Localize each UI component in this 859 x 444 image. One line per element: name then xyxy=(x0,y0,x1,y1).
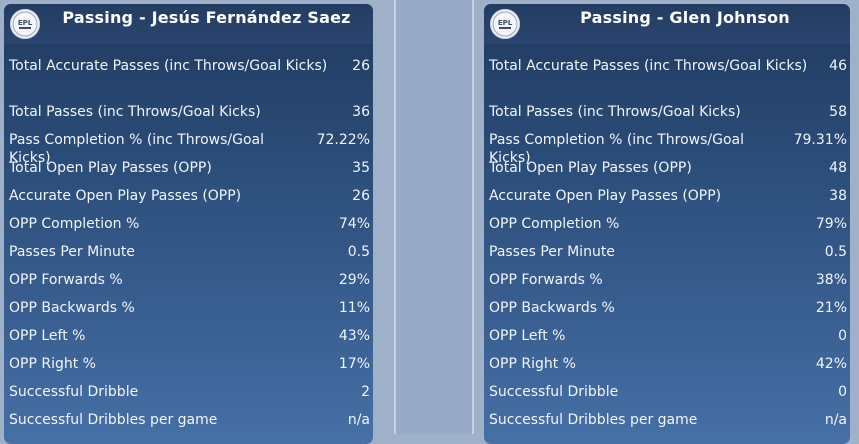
stat-label: Pass Completion % (inc Throws/Goal Kicks… xyxy=(489,132,744,166)
stat-value: 0 xyxy=(838,384,847,400)
stat-label: OPP Backwards % xyxy=(489,300,615,316)
stat-row: OPP Forwards % 38% xyxy=(484,271,850,299)
stat-value: n/a xyxy=(347,412,370,428)
stat-row: OPP Completion % 74% xyxy=(4,215,373,243)
stat-label: Successful Dribbles per game xyxy=(489,412,698,428)
panel-title: Passing - Jesús Fernández Saez xyxy=(62,8,351,27)
stat-value: n/a xyxy=(824,412,847,428)
stat-label: OPP Right % xyxy=(489,356,576,372)
stat-label: Total Open Play Passes (OPP) xyxy=(489,160,692,176)
stat-value: 74% xyxy=(338,216,370,232)
stat-value: 46 xyxy=(829,58,847,74)
stat-label: OPP Right % xyxy=(9,356,96,372)
stat-label: Successful Dribble xyxy=(9,384,139,400)
panel-title: Passing - Glen Johnson xyxy=(580,8,790,27)
stat-value: 38% xyxy=(815,272,847,288)
stats-list: Total Accurate Passes (inc Throws/Goal K… xyxy=(4,44,373,439)
stat-value: 72.22% xyxy=(316,132,370,148)
stat-row: Successful Dribbles per game n/a xyxy=(4,411,373,439)
player-panel-right: EPL Passing - Glen Johnson Total Accurat… xyxy=(484,4,850,444)
league-logo-icon: EPL xyxy=(10,9,40,39)
stat-row: OPP Completion % 79% xyxy=(484,215,850,243)
stat-row: OPP Forwards % 29% xyxy=(4,271,373,299)
panel-header: EPL Passing - Glen Johnson xyxy=(484,4,850,44)
stat-row: OPP Backwards % 21% xyxy=(484,299,850,327)
stat-value: 58 xyxy=(829,104,847,120)
stat-label: OPP Left % xyxy=(489,328,566,344)
stat-value: 35 xyxy=(352,160,370,176)
stat-row: Successful Dribble 2 xyxy=(4,383,373,411)
stat-row: Successful Dribble 0 xyxy=(484,383,850,411)
stat-value: 43% xyxy=(338,328,370,344)
stat-row: OPP Right % 17% xyxy=(4,355,373,383)
stat-value: 0 xyxy=(838,328,847,344)
stat-value: 48 xyxy=(829,160,847,176)
svg-text:EPL: EPL xyxy=(498,19,513,27)
stat-value: 36 xyxy=(352,104,370,120)
stat-label: Total Open Play Passes (OPP) xyxy=(9,160,212,176)
stat-label: Passes Per Minute xyxy=(489,244,615,260)
stat-row: Pass Completion % (inc Throws/Goal Kicks… xyxy=(4,131,373,166)
stat-value: 21% xyxy=(815,300,847,316)
stat-label: Total Accurate Passes (inc Throws/Goal K… xyxy=(9,58,328,74)
stat-label: OPP Backwards % xyxy=(9,300,135,316)
stat-row: OPP Left % 0 xyxy=(484,327,850,355)
stat-row: Total Passes (inc Throws/Goal Kicks) 58 xyxy=(484,103,850,131)
stat-value: 79.31% xyxy=(793,132,847,148)
stat-value: 79% xyxy=(815,216,847,232)
stat-row: Passes Per Minute 0.5 xyxy=(484,243,850,271)
stat-row: OPP Right % 42% xyxy=(484,355,850,383)
stat-value: 38 xyxy=(829,188,847,204)
stat-value: 17% xyxy=(338,356,370,372)
stat-row: Total Open Play Passes (OPP) 48 xyxy=(484,159,850,187)
stat-row: Accurate Open Play Passes (OPP) 26 xyxy=(4,187,373,215)
stat-row: Accurate Open Play Passes (OPP) 38 xyxy=(484,187,850,215)
stats-list: Total Accurate Passes (inc Throws/Goal K… xyxy=(484,44,850,439)
stat-row: Total Passes (inc Throws/Goal Kicks) 36 xyxy=(4,103,373,131)
league-logo-icon: EPL xyxy=(490,9,520,39)
stat-value: 26 xyxy=(352,58,370,74)
stat-row: OPP Left % 43% xyxy=(4,327,373,355)
stat-value: 26 xyxy=(352,188,370,204)
stat-label: OPP Forwards % xyxy=(9,272,123,288)
stat-row: Total Accurate Passes (inc Throws/Goal K… xyxy=(484,57,850,103)
stat-row: Total Open Play Passes (OPP) 35 xyxy=(4,159,373,187)
stat-value: 29% xyxy=(338,272,370,288)
panel-header: EPL Passing - Jesús Fernández Saez xyxy=(4,4,373,44)
stat-label: OPP Completion % xyxy=(9,216,140,232)
svg-text:EPL: EPL xyxy=(18,19,33,27)
stat-label: Total Passes (inc Throws/Goal Kicks) xyxy=(489,104,741,120)
stat-label: Total Passes (inc Throws/Goal Kicks) xyxy=(9,104,261,120)
stat-value: 42% xyxy=(815,356,847,372)
stat-label: Passes Per Minute xyxy=(9,244,135,260)
panel-divider xyxy=(394,0,474,434)
stat-label: Accurate Open Play Passes (OPP) xyxy=(489,188,722,204)
stat-value: 11% xyxy=(338,300,370,316)
stat-value: 0.5 xyxy=(347,244,370,260)
stat-label: OPP Completion % xyxy=(489,216,620,232)
stat-row: Pass Completion % (inc Throws/Goal Kicks… xyxy=(484,131,850,166)
stat-label: Successful Dribbles per game xyxy=(9,412,218,428)
stat-label: Pass Completion % (inc Throws/Goal Kicks… xyxy=(9,132,264,166)
stat-value: 0.5 xyxy=(824,244,847,260)
stat-row: Total Accurate Passes (inc Throws/Goal K… xyxy=(4,57,373,103)
stat-label: Successful Dribble xyxy=(489,384,619,400)
stat-label: Accurate Open Play Passes (OPP) xyxy=(9,188,242,204)
stat-row: Passes Per Minute 0.5 xyxy=(4,243,373,271)
stat-label: Total Accurate Passes (inc Throws/Goal K… xyxy=(489,58,808,74)
stat-label: OPP Left % xyxy=(9,328,86,344)
player-panel-left: EPL Passing - Jesús Fernández Saez Total… xyxy=(4,4,373,444)
stat-row: OPP Backwards % 11% xyxy=(4,299,373,327)
stat-label: OPP Forwards % xyxy=(489,272,603,288)
stat-value: 2 xyxy=(361,384,370,400)
stat-row: Successful Dribbles per game n/a xyxy=(484,411,850,439)
